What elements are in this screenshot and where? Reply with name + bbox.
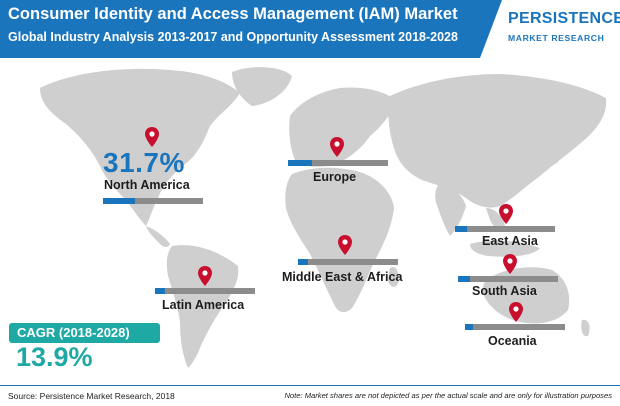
- south-asia-share-bar-fill: [458, 276, 470, 282]
- europe-share-bar: [288, 160, 388, 166]
- oceania-share-bar: [465, 324, 565, 330]
- north-america-share-value: 31.7%: [103, 147, 185, 178]
- location-pin-icon: [509, 302, 523, 322]
- source-citation: Source: Persistence Market Research, 201…: [8, 391, 175, 401]
- location-pin-icon: [145, 127, 159, 147]
- europe-landmass: [289, 87, 396, 167]
- cagr-value: 13.9%: [16, 342, 93, 372]
- page-title: Consumer Identity and Access Management …: [8, 5, 458, 23]
- latin-america-share-bar-fill: [155, 288, 165, 294]
- north-america-landmass: [40, 68, 240, 226]
- asia-landmass: [388, 74, 607, 208]
- header-logo-panel: [480, 0, 620, 58]
- north-america-share-bar-fill: [103, 198, 135, 204]
- europe-label: Europe: [313, 170, 357, 184]
- japan-landmass: [546, 144, 559, 165]
- indonesia-landmass: [470, 240, 540, 257]
- east-asia-share-bar: [455, 226, 555, 232]
- southeast-asia-landmass: [486, 208, 506, 232]
- footer-divider: [0, 385, 620, 386]
- middle-east-africa-share-bar: [298, 259, 398, 265]
- greenland-landmass: [232, 67, 292, 106]
- location-pin-icon: [338, 235, 352, 255]
- india-landmass: [435, 184, 466, 236]
- north-america-share-bar: [103, 198, 203, 204]
- cagr-label: CAGR (2018-2028): [17, 325, 130, 340]
- cagr-badge: CAGR (2018-2028): [9, 323, 160, 343]
- east-asia-label: East Asia: [482, 234, 538, 248]
- company-logo: PERSISTENCE MARKET RESEARCH: [508, 10, 620, 50]
- latin-america-label: Latin America: [162, 298, 245, 312]
- middle-east-africa-label: Middle East & Africa: [282, 270, 403, 284]
- logo-tagline: MARKET RESEARCH: [508, 33, 605, 43]
- oceania-label: Oceania: [488, 334, 537, 348]
- east-asia-share-bar-fill: [455, 226, 467, 232]
- new-zealand-landmass: [581, 319, 590, 337]
- europe-share-bar-fill: [288, 160, 312, 166]
- middle-east-africa-share-bar-fill: [298, 259, 308, 265]
- south-america-landmass: [166, 245, 239, 368]
- south-asia-label: South Asia: [472, 284, 537, 298]
- central-america-landmass: [146, 226, 170, 247]
- logo-wordmark: PERSISTENCE: [508, 10, 620, 27]
- oceania-share-bar-fill: [465, 324, 473, 330]
- footer-note: Note: Market shares are not depicted as …: [284, 391, 612, 400]
- world-map: [40, 67, 607, 368]
- madagascar-landmass: [388, 266, 399, 287]
- location-pin-icon: [503, 254, 517, 274]
- south-asia-share-bar: [458, 276, 558, 282]
- north-america-label: North America: [104, 178, 190, 192]
- location-pin-icon: [198, 266, 212, 286]
- page-subtitle: Global Industry Analysis 2013-2017 and O…: [8, 30, 458, 44]
- location-pin-icon: [330, 137, 344, 157]
- latin-america-share-bar: [155, 288, 255, 294]
- location-pin-icon: [499, 204, 513, 224]
- header-banner: Consumer Identity and Access Management …: [0, 0, 620, 58]
